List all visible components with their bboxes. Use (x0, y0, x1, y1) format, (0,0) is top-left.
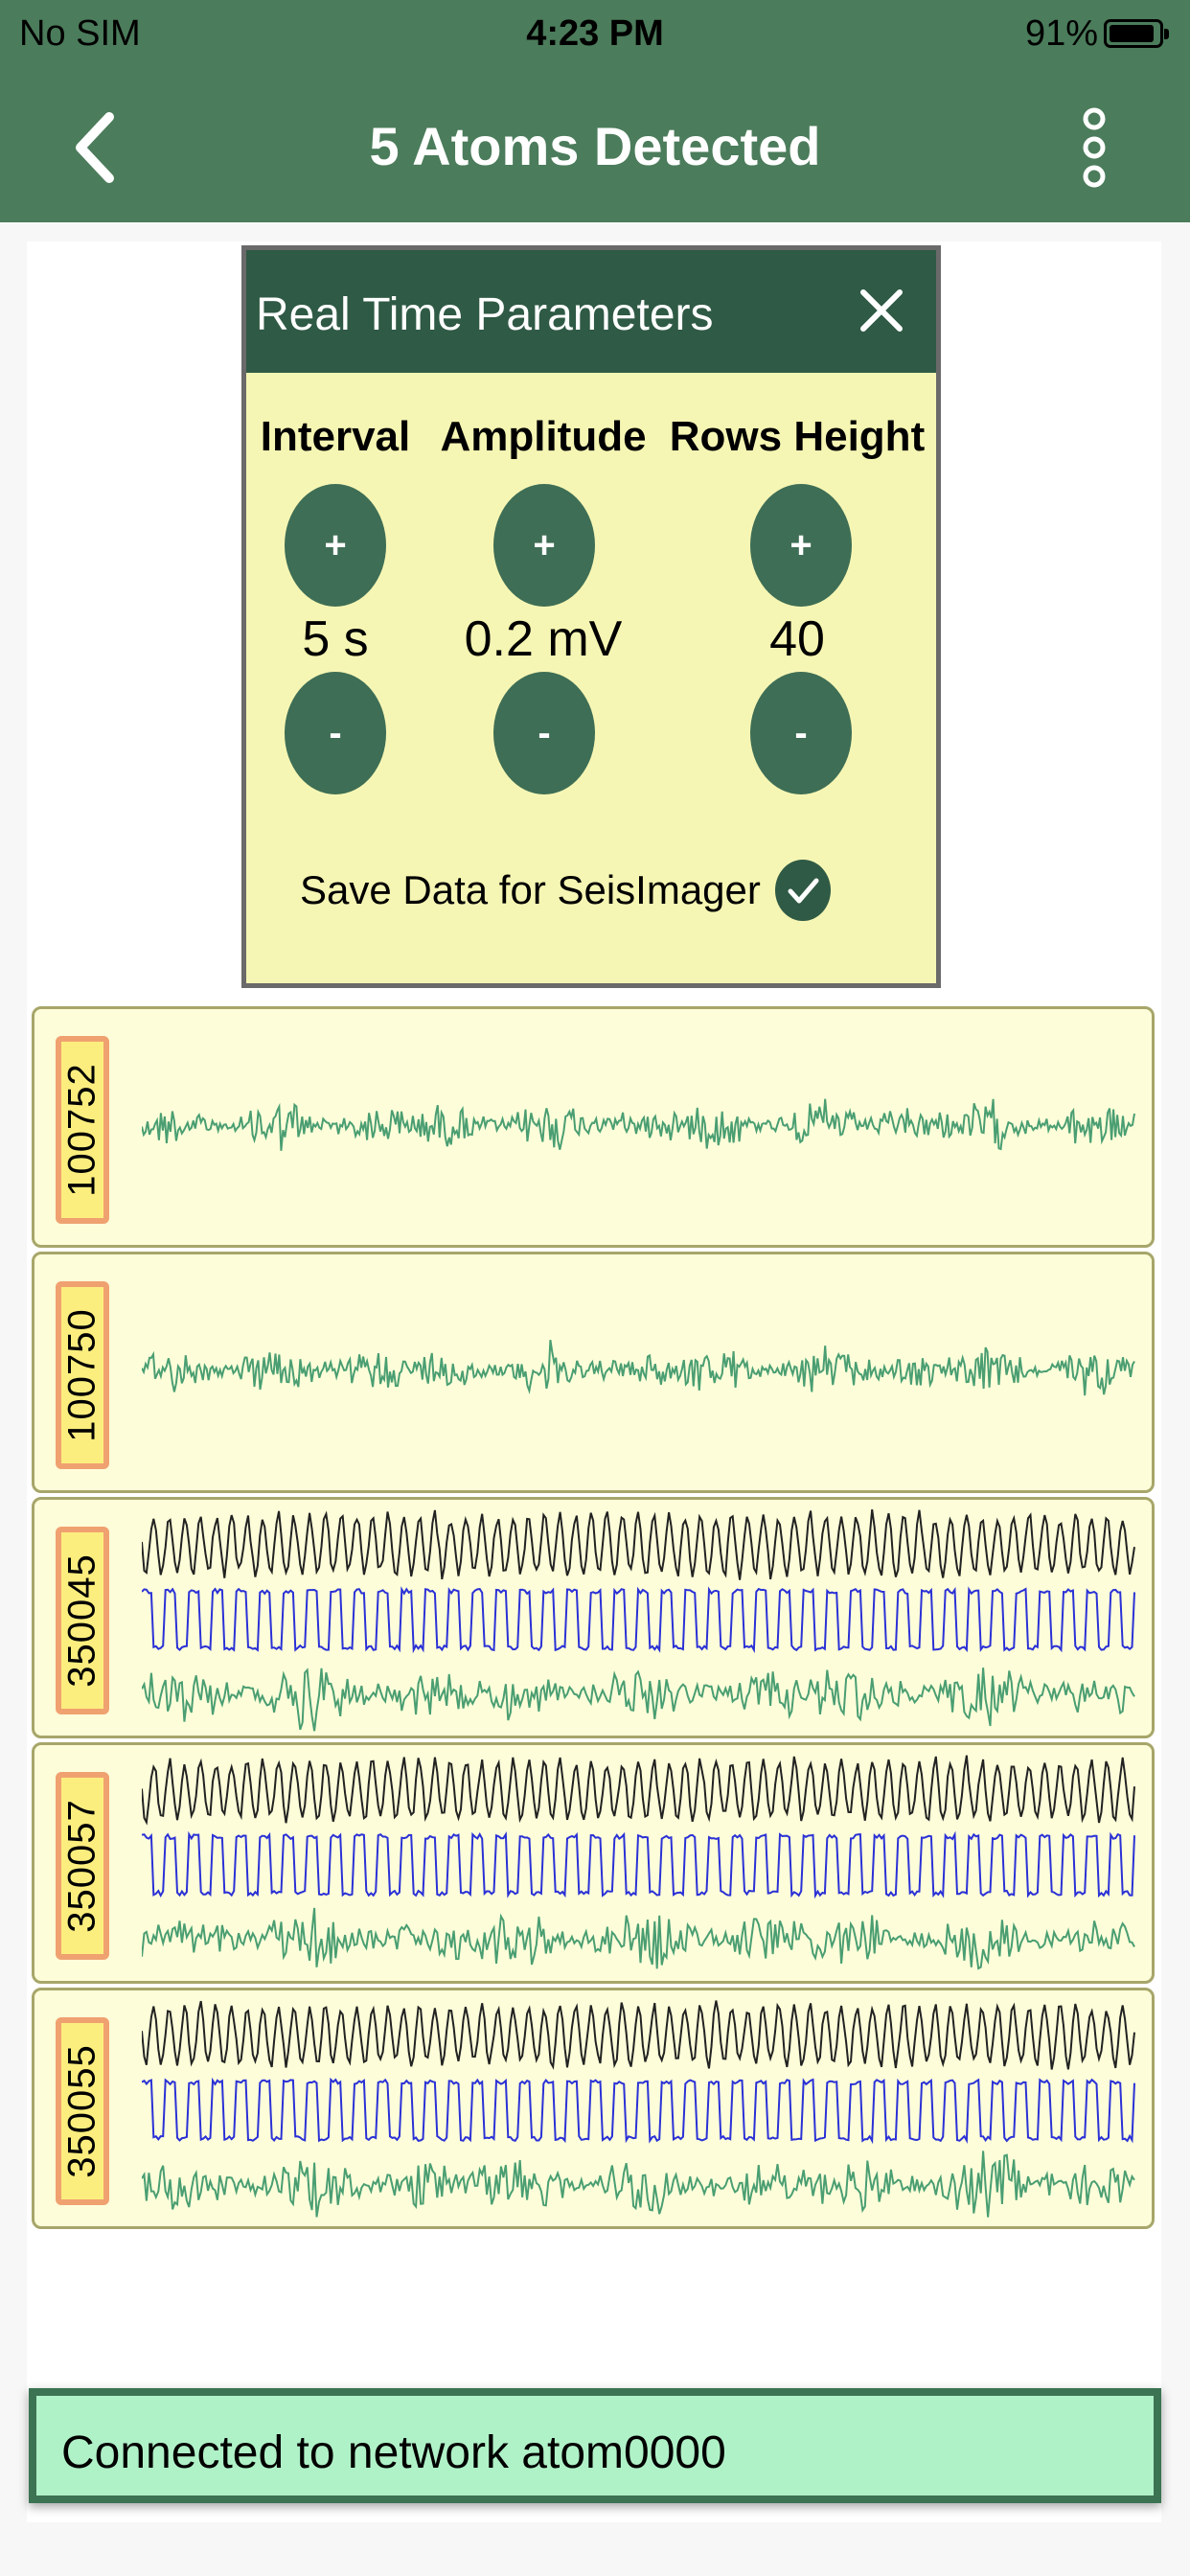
save-data-checkbox[interactable] (775, 860, 831, 921)
more-menu-button[interactable] (1075, 107, 1113, 188)
check-icon (788, 878, 819, 904)
close-button[interactable] (856, 285, 907, 336)
status-bar: No SIM 4:23 PM 91% (0, 0, 1190, 73)
clock: 4:23 PM (526, 13, 664, 54)
green-channel-waveform (142, 1907, 1135, 1970)
network-status-toast: Connected to network atom0000 (29, 2388, 1161, 2503)
sensor-id-badge: 100750 (56, 1281, 109, 1469)
more-vertical-icon (1083, 107, 1106, 188)
battery-icon (1104, 19, 1169, 48)
rows-height-value: 40 (769, 611, 825, 667)
black-channel-waveform (142, 1508, 1135, 1580)
save-data-label: Save Data for SeisImager (300, 867, 761, 912)
sensor-id-badge: 350057 (56, 1772, 109, 1960)
blue-channel-waveform (142, 1586, 1135, 1654)
black-channel-waveform (142, 2000, 1135, 2070)
blue-channel-waveform (142, 1830, 1135, 1899)
trace-row-0[interactable]: 100752 (32, 1006, 1155, 1248)
sensor-id-badge: 100752 (56, 1036, 109, 1224)
dialog-title: Real Time Parameters (256, 289, 714, 340)
trace-row-2[interactable]: 350045 (32, 1497, 1155, 1738)
waveform-plot (142, 1340, 1135, 1396)
carrier-label: No SIM (19, 13, 141, 54)
interval-plus-button[interactable]: + (285, 484, 386, 607)
chevron-left-icon (76, 112, 114, 183)
toast-message: Connected to network atom0000 (61, 2427, 726, 2478)
battery-percent: 91% (1024, 13, 1098, 54)
sensor-id-badge: 350055 (56, 2017, 109, 2205)
interval-value: 5 s (302, 611, 369, 667)
waveform-plot (142, 1098, 1135, 1151)
green-channel-waveform (142, 1098, 1135, 1151)
amplitude-minus-button[interactable]: - (493, 672, 595, 794)
green-channel-waveform (142, 1340, 1135, 1396)
trace-row-1[interactable]: 100750 (32, 1252, 1155, 1493)
trace-row-4[interactable]: 350055 (32, 1988, 1155, 2229)
waveform-plot (142, 2000, 1135, 2218)
amplitude-value: 0.2 mV (464, 611, 623, 667)
real-time-parameters-dialog: Real Time Parameters Interval + 5 s - Am… (241, 245, 941, 988)
green-channel-waveform (142, 1668, 1135, 1732)
waveform-plot (142, 1755, 1135, 1970)
trace-row-3[interactable]: 350057 (32, 1742, 1155, 1984)
rows-height-label: Rows Height (669, 413, 926, 460)
sensor-id-badge: 350045 (56, 1527, 109, 1714)
amplitude-label: Amplitude (440, 413, 647, 460)
close-icon (860, 289, 903, 332)
blue-channel-waveform (142, 2077, 1135, 2145)
black-channel-waveform (142, 1755, 1135, 1826)
amplitude-plus-button[interactable]: + (493, 484, 595, 607)
interval-minus-button[interactable]: - (285, 672, 386, 794)
back-button[interactable] (67, 107, 125, 188)
green-channel-waveform (142, 2150, 1135, 2218)
interval-label: Interval (260, 413, 411, 460)
waveform-plot (142, 1508, 1135, 1732)
page-title: 5 Atoms Detected (369, 116, 821, 176)
nav-bar: 5 Atoms Detected (0, 73, 1190, 222)
dialog-header: Real Time Parameters (246, 250, 936, 373)
rows-height-minus-button[interactable]: - (750, 672, 852, 794)
rows-height-plus-button[interactable]: + (750, 484, 852, 607)
